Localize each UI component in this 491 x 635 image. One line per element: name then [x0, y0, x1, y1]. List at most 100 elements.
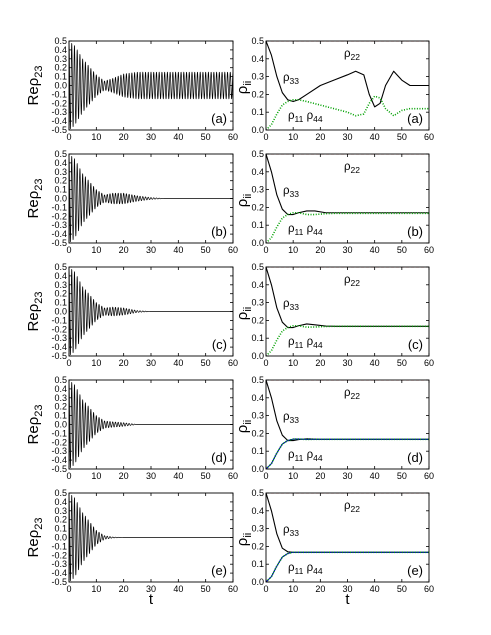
x-tick-label: 50 — [397, 132, 407, 142]
x-tick-label: 60 — [228, 358, 238, 368]
series-line-3 — [266, 438, 429, 469]
y-tick-label: -0.3 — [51, 107, 67, 117]
y-tick-label: 0.5 — [54, 36, 67, 46]
annotation-sub: 44 — [313, 453, 323, 463]
annotation-greek: ρ — [283, 411, 290, 423]
x-tick-label: 40 — [370, 471, 380, 481]
x-axis-label-left: t — [149, 591, 154, 608]
y-tick-label: 0.0 — [54, 533, 67, 543]
x-tick-label: 0 — [66, 132, 71, 142]
annotation-greek: ρ — [283, 524, 290, 536]
x-tick-label: 40 — [370, 245, 380, 255]
annotation-greek: ρ — [283, 298, 290, 310]
y-tick-label: 0.3 — [251, 185, 264, 195]
y-tick-label: -0.4 — [51, 568, 67, 578]
annotation-sub: 11 — [295, 340, 304, 350]
x-tick-label: 30 — [146, 471, 156, 481]
y-axis-label-main: Re — [25, 538, 42, 557]
x-tick-label: 50 — [201, 471, 211, 481]
y-tick-label: 0.0 — [251, 125, 264, 135]
y-tick-label: -0.5 — [51, 464, 67, 474]
left-panel-0: 0 10 20 30 40 50 60-0.5-0.4-0.3-0.2-0.10.00.10… — [25, 36, 238, 142]
annotation-greek: ρ — [344, 500, 351, 512]
x-tick-label: 20 — [315, 471, 325, 481]
annotation-greek: ρ — [307, 336, 314, 348]
x-tick-label: 10 — [288, 132, 298, 142]
y-axis-label-sub: 23 — [33, 66, 45, 78]
x-tick-label: 10 — [91, 584, 101, 594]
y-axis-label-sub: ii — [242, 420, 254, 425]
annotation-sub: 33 — [290, 76, 300, 86]
y-tick-label: 0.1 — [54, 72, 67, 82]
series-line-0 — [69, 493, 233, 582]
data-layer — [69, 493, 233, 582]
y-tick-label: 0.2 — [54, 176, 67, 186]
series-line-2 — [266, 211, 429, 243]
y-axis-label: ρii — [234, 81, 254, 94]
data-layer — [69, 380, 233, 469]
y-tick-label: 0.1 — [251, 107, 264, 117]
curve-annotation: ρ22 — [344, 500, 360, 514]
y-tick-label: 0.2 — [251, 315, 264, 325]
y-tick-label: 0.5 — [251, 488, 264, 498]
annotation-sub: 22 — [351, 504, 361, 514]
y-tick-label: 0.4 — [54, 271, 67, 281]
left-panel-2: 0 10 20 30 40 50 60-0.5-0.4-0.3-0.2-0.10.00.10… — [25, 262, 238, 368]
data-layer — [69, 267, 233, 356]
annotation-sub: 11 — [295, 227, 304, 237]
y-tick-label: -0.1 — [51, 541, 67, 551]
y-tick-label: 0.5 — [251, 262, 264, 272]
x-tick-label: 30 — [342, 471, 352, 481]
y-axis-label-sub: 23 — [33, 292, 45, 304]
y-tick-label: 0.1 — [251, 559, 264, 569]
x-tick-label: 10 — [288, 245, 298, 255]
x-tick-label: 60 — [424, 245, 434, 255]
y-axis-label-sub: ii — [242, 307, 254, 312]
y-tick-label: 0.5 — [251, 149, 264, 159]
y-tick-label: 0.4 — [54, 384, 67, 394]
x-tick-label: 30 — [146, 358, 156, 368]
annotation-sub: 22 — [351, 165, 361, 175]
annotation-sub: 33 — [290, 189, 300, 199]
x-tick-label: 50 — [201, 132, 211, 142]
annotation-greek: ρ — [288, 336, 295, 348]
annotation-sub: 44 — [313, 114, 323, 124]
annotation-greek: ρ — [283, 185, 290, 197]
y-tick-label: -0.4 — [51, 455, 67, 465]
y-axis-label-greek: ρ — [25, 78, 42, 87]
annotation-greek: ρ — [344, 387, 351, 399]
y-tick-label: -0.1 — [51, 89, 67, 99]
x-tick-label: 0 — [263, 132, 268, 142]
curve-annotation: ρ22 — [344, 387, 360, 401]
x-tick-label: 20 — [315, 132, 325, 142]
x-tick-label: 60 — [228, 245, 238, 255]
y-tick-label: 0.0 — [251, 464, 264, 474]
y-tick-label: 0.0 — [251, 577, 264, 587]
annotation-greek: ρ — [344, 274, 351, 286]
data-layer — [266, 154, 429, 243]
data-layer — [266, 267, 429, 356]
y-axis-label: Reρ23 — [25, 179, 45, 219]
x-tick-label: 20 — [119, 584, 129, 594]
annotation-sub: 11 — [295, 114, 304, 124]
annotation-greek: ρ — [344, 161, 351, 173]
x-tick-label: 20 — [315, 245, 325, 255]
x-tick-label: 60 — [424, 358, 434, 368]
y-axis-label-sub: 23 — [33, 179, 45, 191]
x-axis-label-right: t — [345, 591, 350, 608]
y-tick-label: 0.3 — [251, 411, 264, 421]
y-tick-label: 0.5 — [54, 488, 67, 498]
x-tick-label: 50 — [397, 245, 407, 255]
x-tick-label: 60 — [424, 584, 434, 594]
series-line-0 — [69, 380, 233, 469]
y-tick-label: 0.2 — [251, 89, 264, 99]
y-axis-label-main: Re — [25, 312, 42, 331]
annotation-greek: ρ — [288, 449, 295, 461]
x-tick-label: 10 — [288, 584, 298, 594]
y-axis-label-greek: ρ — [234, 538, 251, 547]
y-tick-label: -0.2 — [51, 98, 67, 108]
data-layer — [266, 41, 429, 130]
panel-label: (b) — [211, 224, 227, 239]
x-tick-label: 60 — [424, 471, 434, 481]
series-line-2 — [266, 95, 429, 130]
